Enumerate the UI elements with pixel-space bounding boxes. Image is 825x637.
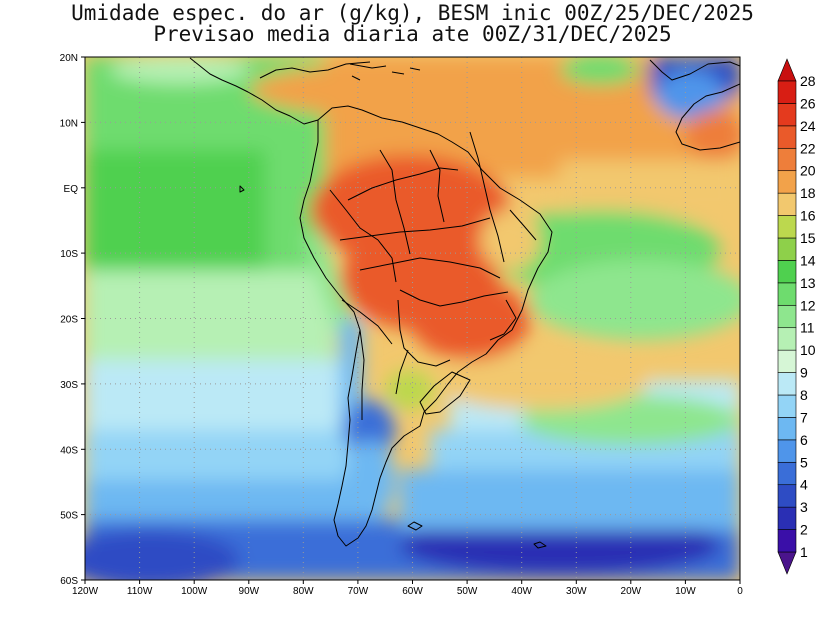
lat-label: 10N [60,118,78,129]
colorbar-label: 12 [800,297,816,313]
lon-label: 70W [348,586,369,597]
lat-label: 60S [60,576,78,587]
lat-label: 50S [60,511,78,522]
lat-label: EQ [64,184,79,195]
lon-label: 120W [72,586,99,597]
colorbar-label: 18 [800,185,816,201]
humidity-field [85,57,740,580]
colorbar-max-triangle [777,58,797,82]
colorbar-swatch [777,125,797,149]
lon-label: 10W [675,586,696,597]
colorbar-label: 15 [800,230,816,246]
colorbar-label: 11 [800,320,815,336]
colorbar-swatch [777,417,797,441]
colorbar-label: 9 [800,365,808,381]
lat-label: 20S [60,315,78,326]
map-title-line1: Umidade espec. do ar (g/kg), BESM inic 0… [71,1,754,25]
colorbar-label: 10 [800,342,816,358]
lon-label: 100W [181,586,208,597]
colorbar-swatch [777,192,797,216]
lat-label: 10S [60,249,78,260]
colorbar-label: 4 [800,477,808,493]
colorbar-swatch [777,215,797,239]
colorbar-swatch [777,327,797,351]
lon-label: 90W [239,586,260,597]
colorbar-label: 5 [800,454,808,470]
colorbar-label: 24 [800,118,816,134]
colorbar-swatch [777,170,797,194]
lon-label: 30W [566,586,587,597]
lon-label: 110W [127,586,153,597]
colorbar-swatch [777,372,797,396]
lon-label: 40W [511,586,532,597]
colorbar-swatch [777,439,797,463]
colorbar-label: 6 [800,432,808,448]
colorbar-min-triangle [777,551,797,575]
colorbar-label: 8 [800,387,808,403]
lon-axis-labels: 120W 110W 100W 90W 80W 70W 60W 50W 40W 3… [72,586,743,597]
lon-label: 0 [737,586,743,597]
lon-label: 20W [621,586,642,597]
colorbar-swatch [777,260,797,284]
colorbar-swatch [777,282,797,306]
colorbar-swatch [777,349,797,373]
axis-ticks [81,56,741,584]
colorbar-label: 16 [800,208,816,224]
colorbar-swatch [777,147,797,172]
colorbar-label: 20 [800,163,816,179]
colorbar-swatch [777,103,797,127]
lat-axis-labels: 20N 10N EQ 10S 20S 30S 40S 50S 60S [60,53,79,587]
colorbar-label: 28 [800,73,816,89]
map-title-line2: Previsao media diaria ate 00Z/31/DEC/202… [153,22,672,46]
colorbar-label: 14 [800,252,816,268]
lon-label: 80W [293,586,314,597]
colorbar-label: 2 [800,522,808,538]
colorbar-swatch [777,80,797,104]
lat-lon-grid [85,57,740,580]
lon-label: 60W [402,586,423,597]
colorbar-swatch [777,237,797,261]
colorbar-swatch [777,529,797,553]
lat-label: 20N [60,53,78,64]
coastlines [189,57,740,549]
colorbar-swatch [777,506,797,530]
lat-label: 40S [60,445,78,456]
colorbar-swatch [777,461,797,486]
colorbar-label: 22 [800,140,816,156]
colorbar-label: 3 [800,499,808,515]
colorbar-swatch [777,304,797,329]
colorbar-label: 13 [800,275,816,291]
colorbar-label: 1 [800,544,808,560]
colorbar-label: 26 [800,95,816,111]
lat-label: 30S [60,380,78,391]
colorbar-swatch [777,394,797,418]
colorbar-label: 7 [800,409,808,425]
colorbar-swatch [777,484,797,508]
lon-label: 50W [457,586,478,597]
